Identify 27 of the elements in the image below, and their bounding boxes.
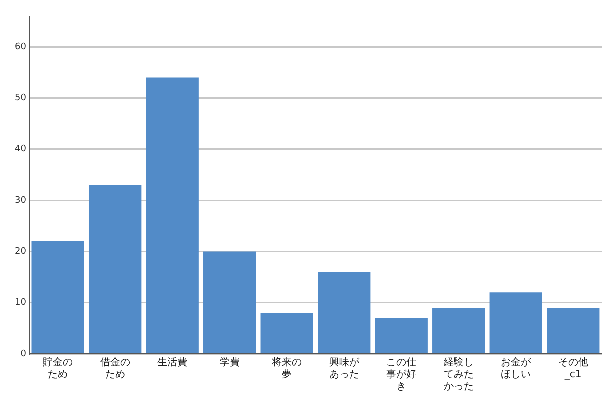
x-tick-label: お金がほしい: [501, 356, 532, 381]
y-tick-label: 60: [15, 42, 27, 52]
y-tick-label: 20: [15, 247, 27, 258]
bar: [490, 292, 542, 354]
x-tick-label: 経験してみたかった: [442, 356, 474, 393]
bar: [88, 185, 142, 354]
x-tick-label: 借金のため: [100, 356, 130, 381]
bar: [260, 313, 314, 354]
bar: [375, 318, 428, 354]
bar: [318, 272, 371, 354]
bar: [547, 308, 600, 354]
x-tick-label: 学費: [220, 356, 240, 369]
x-tick-label: この仕事が好き: [386, 358, 417, 393]
x-tick-label: 将来の夢: [271, 356, 302, 381]
bar: [204, 252, 256, 354]
y-tick-label: 0: [20, 349, 27, 360]
x-tick-label: 興味があった: [329, 356, 360, 381]
y-tick-label: 30: [15, 196, 27, 206]
x-tick-label: 生活費: [158, 356, 188, 369]
x-tick-label: 貯金のため: [43, 356, 74, 381]
bar: [32, 241, 84, 354]
bar: [432, 308, 486, 354]
y-tick-label: 50: [15, 94, 27, 104]
y-tick-label: 10: [15, 298, 27, 308]
bar: [146, 78, 199, 354]
x-tick-label: その他_c1: [558, 356, 588, 381]
y-tick-label: 40: [15, 144, 27, 155]
